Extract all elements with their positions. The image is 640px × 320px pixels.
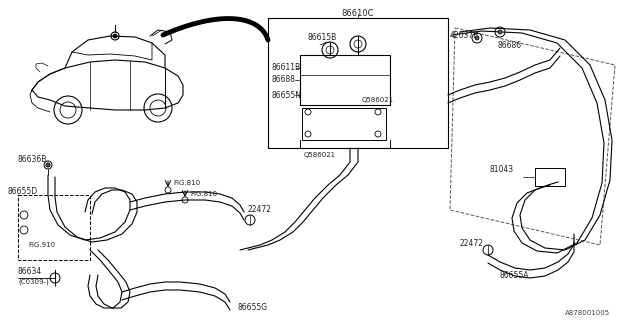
- Text: 86655N: 86655N: [272, 91, 302, 100]
- Bar: [302, 108, 386, 140]
- Text: FIG.810: FIG.810: [190, 191, 217, 197]
- Circle shape: [498, 30, 502, 34]
- Text: Q586021: Q586021: [304, 152, 336, 158]
- Text: (C0309-): (C0309-): [18, 279, 49, 285]
- Text: 86655G: 86655G: [238, 303, 268, 313]
- Text: 42037B: 42037B: [450, 30, 479, 39]
- Text: 86615B: 86615B: [308, 33, 337, 42]
- Text: 86655A: 86655A: [500, 270, 529, 279]
- Text: A878001005: A878001005: [565, 310, 610, 316]
- Text: 86636B: 86636B: [18, 156, 47, 164]
- Text: 86688: 86688: [272, 76, 296, 84]
- Text: 86634: 86634: [18, 268, 42, 276]
- Bar: [268, 18, 448, 148]
- Text: 81043: 81043: [490, 165, 514, 174]
- Text: 86686: 86686: [498, 41, 522, 50]
- Text: 86610C: 86610C: [342, 9, 374, 18]
- Bar: [535, 168, 565, 186]
- Text: 22472: 22472: [248, 205, 272, 214]
- Text: FIG.910: FIG.910: [28, 242, 55, 248]
- Text: 86655D: 86655D: [8, 188, 38, 196]
- Text: 86611B: 86611B: [272, 63, 301, 73]
- Text: FIG.810: FIG.810: [173, 180, 200, 186]
- Text: Q586021: Q586021: [362, 97, 394, 103]
- Circle shape: [475, 36, 479, 40]
- Bar: [300, 55, 390, 105]
- Bar: [18, 195, 90, 260]
- Circle shape: [46, 163, 50, 167]
- Text: 22472: 22472: [460, 238, 484, 247]
- Circle shape: [113, 34, 117, 38]
